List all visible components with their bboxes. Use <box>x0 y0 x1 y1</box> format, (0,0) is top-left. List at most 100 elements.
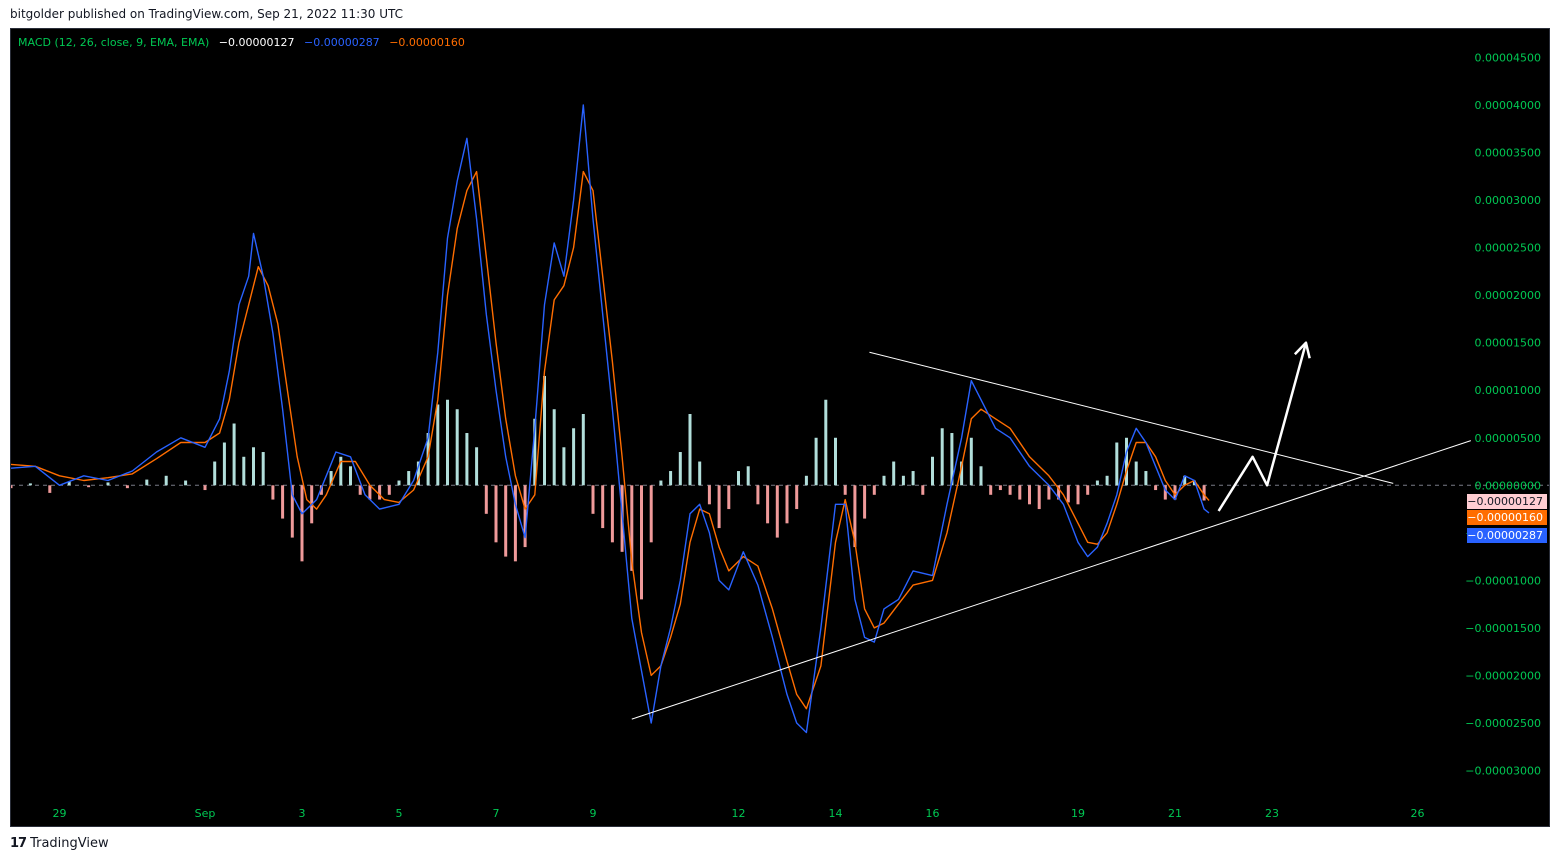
histogram-bar <box>678 452 682 486</box>
histogram-bar <box>669 471 673 486</box>
histogram-bar <box>252 447 255 486</box>
histogram-bar <box>1028 485 1031 505</box>
histogram-bar <box>562 447 566 486</box>
y-tick-label: 0.00000000 <box>1475 479 1541 492</box>
histogram-bar <box>1057 485 1061 500</box>
tradingview-logo[interactable]: 17 TradingView <box>10 836 109 851</box>
histogram-bar <box>659 480 663 486</box>
histogram-bar <box>950 433 954 486</box>
histogram-bar <box>1095 480 1099 486</box>
histogram-bar <box>581 414 585 486</box>
histogram-bar <box>67 481 71 486</box>
histogram-bar <box>475 447 479 486</box>
histogram-bar <box>1037 485 1041 510</box>
histogram-bar <box>688 414 692 486</box>
histogram-bar <box>998 485 1002 491</box>
histogram-bar <box>358 485 362 495</box>
histogram-bar <box>931 456 934 486</box>
histogram-bar <box>533 418 537 486</box>
histogram-bar <box>1066 485 1070 503</box>
histogram-bar <box>1047 485 1051 500</box>
histogram-bar <box>863 485 867 519</box>
y-tick-label: −0.00002500 <box>1465 717 1541 730</box>
x-tick-label: 26 <box>1411 807 1425 820</box>
annotation-group <box>631 341 1472 720</box>
histogram-bar <box>737 471 740 486</box>
histogram-bar <box>290 485 294 538</box>
histogram-bar <box>610 485 614 543</box>
histogram-bar <box>465 433 469 486</box>
histogram-bar <box>717 485 721 529</box>
y-tick-label: 0.00000500 <box>1475 432 1541 445</box>
histogram-bar <box>407 471 411 486</box>
histogram-bar <box>843 485 847 495</box>
histogram-bar <box>271 485 275 500</box>
breakout-arrow <box>1217 342 1308 512</box>
histogram-bar <box>766 485 770 524</box>
histogram-bar <box>1154 485 1158 491</box>
histogram-bar <box>1018 485 1022 500</box>
histogram-bar <box>1076 485 1080 505</box>
histogram-bar <box>785 485 789 524</box>
histogram-bar <box>87 485 91 488</box>
histogram-bar <box>572 428 576 486</box>
histogram-bar <box>242 456 246 486</box>
histogram-bar <box>494 485 498 543</box>
x-tick-label: 12 <box>732 807 746 820</box>
y-tick-label: 0.00002000 <box>1475 289 1541 302</box>
histogram-bar <box>698 461 702 486</box>
price-tag-signal: −0.00000287 <box>1467 528 1547 543</box>
histogram-bar <box>1008 485 1012 495</box>
y-tick-label: −0.00003000 <box>1465 764 1541 777</box>
histogram-bar <box>145 479 149 486</box>
histogram-bar <box>1086 485 1090 495</box>
x-tick-label: 9 <box>590 807 597 820</box>
histogram-bar <box>300 485 304 562</box>
indicator-legend[interactable]: MACD (12, 26, close, 9, EMA, EMA) −0.000… <box>18 36 465 49</box>
histogram-bar <box>853 485 857 548</box>
price-tag-macd: −0.00000127 <box>1467 494 1547 509</box>
histogram-bar <box>48 485 52 493</box>
histogram-bar <box>640 485 643 600</box>
y-tick-label: 0.00004000 <box>1475 99 1541 112</box>
histogram-bar <box>1202 485 1206 501</box>
histogram-bar <box>1105 475 1109 486</box>
x-axis: 29 Sep 3 5 7 9 12 14 16 19 21 23 26 <box>53 807 1425 820</box>
chart-pane[interactable]: 0.00004500 0.00004000 0.00003500 0.00003000… <box>10 28 1550 827</box>
x-tick-label: 5 <box>396 807 403 820</box>
y-tick-label: 0.00003000 <box>1475 194 1541 207</box>
histogram-bar <box>455 409 459 486</box>
x-tick-label: 23 <box>1265 807 1279 820</box>
histogram-bar <box>775 485 779 538</box>
macd-line-group <box>11 104 1210 734</box>
histogram-bar <box>795 485 799 510</box>
macd-chart: 0.00004500 0.00004000 0.00003500 0.00003000… <box>11 52 1549 820</box>
histogram-bar <box>426 433 430 486</box>
histogram-bar <box>814 437 818 486</box>
histogram-bar <box>11 485 13 489</box>
x-tick-label: 21 <box>1168 807 1182 820</box>
breakout-arrow-head <box>1293 341 1311 359</box>
histogram-bar <box>756 485 760 505</box>
histogram-bar <box>824 399 828 486</box>
histogram-bar <box>1183 475 1187 486</box>
histogram-bar <box>513 485 517 562</box>
signal-line <box>11 170 1210 710</box>
histogram-bar <box>1163 485 1167 500</box>
histogram-bar <box>940 428 944 486</box>
indicator-title: MACD (12, 26, close, 9, EMA, EMA) <box>18 36 210 49</box>
histogram-bar <box>872 485 876 495</box>
y-tick-label: 0.00004500 <box>1475 52 1541 65</box>
histogram-bar <box>378 485 382 500</box>
histogram-bar <box>901 475 905 486</box>
x-tick-label: Sep <box>195 807 216 820</box>
histogram-bar <box>989 485 993 495</box>
y-axis: 0.00004500 0.00004000 0.00003500 0.00003000… <box>1465 52 1541 778</box>
x-tick-label: 19 <box>1071 807 1085 820</box>
legend-hist-value: −0.00000160 <box>389 36 465 49</box>
histogram-bar <box>213 461 217 486</box>
histogram-bar <box>329 471 333 486</box>
histogram-bar <box>523 485 527 548</box>
legend-signal-value: −0.00000287 <box>303 36 380 49</box>
y-tick-label: −0.00001000 <box>1465 574 1541 587</box>
